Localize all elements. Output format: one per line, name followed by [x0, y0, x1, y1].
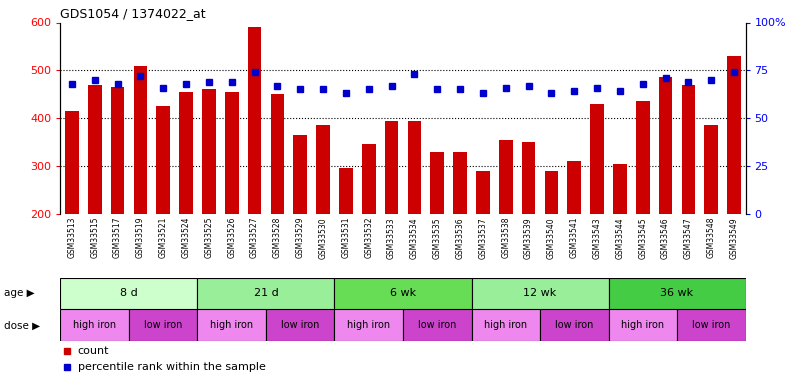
Text: 12 wk: 12 wk	[523, 288, 557, 298]
Text: GSM33515: GSM33515	[90, 217, 99, 258]
Bar	[472, 278, 609, 309]
Bar	[545, 171, 559, 309]
Text: GSM33536: GSM33536	[455, 217, 464, 259]
Bar	[609, 309, 677, 341]
Text: GSM33548: GSM33548	[707, 217, 716, 258]
Bar	[293, 135, 307, 309]
Bar	[60, 309, 129, 341]
Bar	[609, 278, 746, 309]
Bar	[659, 78, 672, 309]
Text: GSM33524: GSM33524	[181, 217, 190, 258]
Bar	[540, 309, 609, 341]
Bar	[521, 142, 535, 309]
Bar	[476, 171, 490, 309]
Text: 6 wk: 6 wk	[390, 288, 416, 298]
Text: GDS1054 / 1374022_at: GDS1054 / 1374022_at	[60, 7, 206, 20]
Text: GSM33525: GSM33525	[205, 217, 214, 258]
Bar	[453, 152, 467, 309]
Bar	[590, 104, 604, 309]
Text: GSM33537: GSM33537	[479, 217, 488, 259]
Text: high iron: high iron	[484, 320, 527, 330]
Text: high iron: high iron	[347, 320, 390, 330]
Text: low iron: low iron	[144, 320, 182, 330]
Text: low iron: low iron	[281, 320, 319, 330]
Text: percentile rank within the sample: percentile rank within the sample	[77, 362, 265, 372]
Text: high iron: high iron	[210, 320, 253, 330]
Text: GSM33545: GSM33545	[638, 217, 647, 259]
Text: GSM33527: GSM33527	[250, 217, 259, 258]
Bar	[247, 27, 261, 309]
Text: 36 wk: 36 wk	[660, 288, 694, 298]
Text: GSM33546: GSM33546	[661, 217, 670, 259]
Bar	[197, 278, 334, 309]
Bar	[677, 309, 746, 341]
Bar	[179, 92, 193, 309]
Bar	[60, 278, 197, 309]
Bar	[430, 152, 444, 309]
Text: GSM33544: GSM33544	[616, 217, 625, 259]
Text: GSM33517: GSM33517	[113, 217, 122, 258]
Bar	[613, 164, 627, 309]
Text: GSM33540: GSM33540	[547, 217, 556, 259]
Bar	[316, 125, 330, 309]
Text: high iron: high iron	[621, 320, 664, 330]
Bar	[271, 94, 285, 309]
Bar	[197, 309, 266, 341]
Text: age ▶: age ▶	[4, 288, 35, 298]
Bar	[202, 90, 216, 309]
Bar	[636, 101, 650, 309]
Text: GSM33533: GSM33533	[387, 217, 396, 259]
Text: GSM33535: GSM33535	[433, 217, 442, 259]
Bar	[704, 125, 718, 309]
Text: GSM33528: GSM33528	[273, 217, 282, 258]
Text: low iron: low iron	[418, 320, 456, 330]
Text: GSM33519: GSM33519	[136, 217, 145, 258]
Text: count: count	[77, 346, 109, 356]
Text: GSM33543: GSM33543	[592, 217, 601, 259]
Bar	[472, 309, 540, 341]
Text: GSM33538: GSM33538	[501, 217, 510, 258]
Bar	[384, 120, 398, 309]
Text: GSM33531: GSM33531	[342, 217, 351, 258]
Text: low iron: low iron	[555, 320, 593, 330]
Bar	[567, 161, 581, 309]
Bar	[129, 309, 197, 341]
Bar	[403, 309, 472, 341]
Text: GSM33549: GSM33549	[729, 217, 738, 259]
Text: GSM33534: GSM33534	[410, 217, 419, 259]
Text: dose ▶: dose ▶	[4, 320, 40, 330]
Text: 8 d: 8 d	[120, 288, 138, 298]
Bar	[339, 168, 353, 309]
Text: GSM33526: GSM33526	[227, 217, 236, 258]
Bar	[65, 111, 79, 309]
Bar	[682, 85, 696, 309]
Bar	[110, 87, 124, 309]
Bar	[156, 106, 170, 309]
Bar	[362, 144, 376, 309]
Text: GSM33541: GSM33541	[570, 217, 579, 258]
Text: 21 d: 21 d	[254, 288, 278, 298]
Bar	[334, 278, 472, 309]
Text: high iron: high iron	[73, 320, 116, 330]
Bar	[134, 66, 147, 309]
Bar	[88, 85, 102, 309]
Bar	[727, 56, 741, 309]
Bar	[266, 309, 334, 341]
Text: GSM33529: GSM33529	[296, 217, 305, 258]
Text: GSM33521: GSM33521	[159, 217, 168, 258]
Text: low iron: low iron	[692, 320, 730, 330]
Bar	[334, 309, 403, 341]
Text: GSM33547: GSM33547	[684, 217, 693, 259]
Text: GSM33513: GSM33513	[68, 217, 77, 258]
Text: GSM33530: GSM33530	[318, 217, 327, 259]
Text: GSM33539: GSM33539	[524, 217, 533, 259]
Bar	[225, 92, 239, 309]
Bar	[499, 140, 513, 309]
Bar	[408, 120, 422, 309]
Text: GSM33532: GSM33532	[364, 217, 373, 258]
